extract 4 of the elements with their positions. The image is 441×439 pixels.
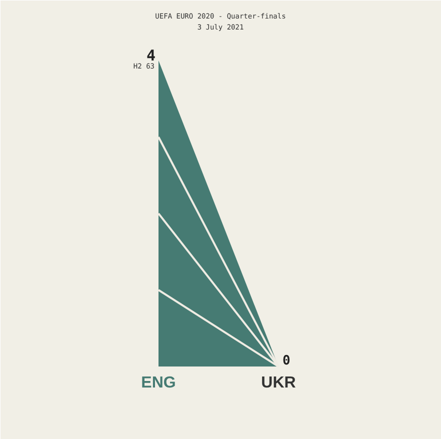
data-label: 4 [146,46,156,64]
x-tick-label: ENG [141,374,176,392]
x-tick-label: UKR [261,374,296,392]
data-label: 0 [282,354,290,368]
